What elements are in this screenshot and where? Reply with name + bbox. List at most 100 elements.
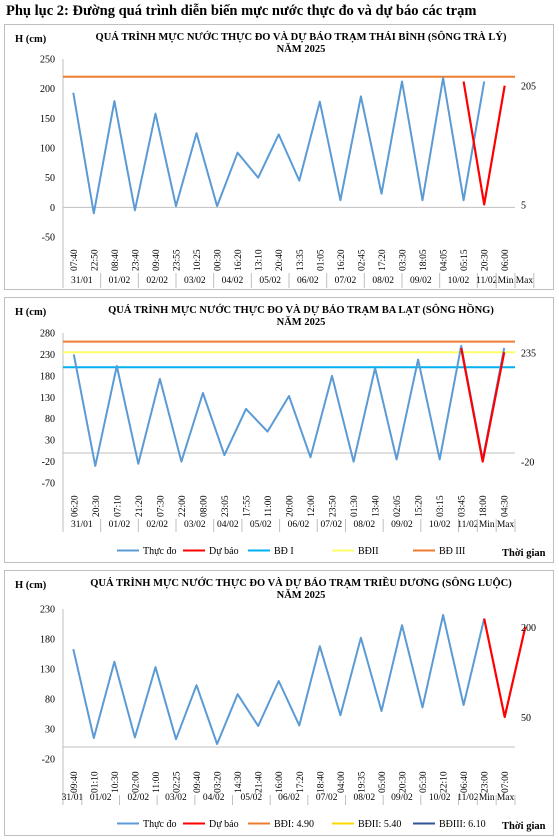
- chart-panel-trieu-duong: QUÁ TRÌNH MỰC NƯỚC THỰC ĐO VÀ DỰ BÁO TRẠ…: [4, 570, 554, 836]
- x-tick-label: 06:20: [70, 495, 80, 517]
- x-date-label: 01/02: [109, 276, 131, 286]
- x-tick-label: 23:55: [173, 249, 183, 271]
- x-tick-label: 14:30: [234, 771, 244, 793]
- legend-label: Thực đo: [143, 546, 176, 557]
- x-tick-label: 07:40: [70, 249, 80, 271]
- legend-label: BĐII: 5.40: [358, 819, 401, 830]
- x-date-label: 10/02: [429, 520, 451, 530]
- x-date-label: 02/02: [128, 793, 150, 803]
- y-tick-label: 30: [45, 725, 55, 736]
- y-tick-label: 150: [40, 114, 55, 125]
- x-tick-label: 02:25: [173, 771, 183, 793]
- chart-subtitle: NĂM 2025: [277, 589, 326, 601]
- legend-label: Thực đo: [143, 819, 176, 830]
- x-tick-label: 05:30: [419, 771, 429, 793]
- x-axis-label: Thời gian: [502, 821, 546, 832]
- y-tick-label: 250: [40, 55, 55, 66]
- y-tick-label: 0: [50, 203, 55, 214]
- x-tick-label: 16:20: [234, 249, 244, 271]
- x-date-label: 02/02: [146, 276, 168, 286]
- x-tick-label: 18:00: [479, 495, 489, 517]
- data-label: -20: [521, 458, 534, 469]
- x-date-label: 04/02: [222, 276, 244, 286]
- x-tick-label: 21:40: [255, 771, 265, 793]
- x-tick-label: 04:00: [337, 771, 347, 793]
- x-tick-label: 23:00: [481, 771, 491, 793]
- x-tick-label: 22:10: [440, 771, 450, 793]
- x-date-label: 05/02: [259, 276, 281, 286]
- y-tick-label: 80: [45, 414, 55, 425]
- observed-series-line: [72, 77, 486, 215]
- chart-title: QUÁ TRÌNH MỰC NƯỚC THỰC ĐO VÀ DỰ BÁO TRẠ…: [108, 303, 494, 316]
- x-date-label: Min: [479, 793, 495, 803]
- x-tick-label: 22:50: [90, 249, 100, 271]
- x-tick-label: 09:40: [152, 249, 162, 271]
- x-tick-label: 00:30: [214, 249, 224, 271]
- x-date-label: 11/02: [476, 276, 498, 286]
- x-tick-label: 13:40: [372, 495, 382, 517]
- x-date-label: Min: [479, 520, 495, 530]
- x-tick-label: 11:00: [152, 771, 162, 793]
- x-tick-label: 20:40: [275, 249, 285, 271]
- x-tick-label: 19:35: [357, 771, 367, 793]
- x-date-label: 06/02: [297, 276, 319, 286]
- forecast-series-line: [483, 618, 527, 719]
- x-tick-label: 03:20: [214, 771, 224, 793]
- x-tick-label: 06:00: [501, 249, 511, 271]
- x-tick-label: 18:40: [316, 771, 326, 793]
- x-tick-label: 16:20: [337, 249, 347, 271]
- x-tick-label: 09:40: [70, 771, 80, 793]
- x-tick-label: 02:00: [131, 771, 141, 793]
- forecast-series-line: [462, 81, 506, 206]
- legend-label: Dự báo: [209, 819, 239, 830]
- y-tick-label: 180: [40, 635, 55, 646]
- x-tick-label: 23:05: [221, 495, 231, 517]
- x-tick-label: 09:40: [193, 771, 203, 793]
- y-axis-label: H (cm): [15, 580, 47, 591]
- x-date-label: 31/01: [62, 793, 84, 803]
- x-date-label: 06/02: [278, 793, 300, 803]
- x-tick-label: 16:00: [275, 771, 285, 793]
- x-tick-label: 12:00: [307, 495, 317, 517]
- x-axis-label: Thời gian: [502, 548, 546, 559]
- x-tick-label: 03:15: [436, 495, 446, 517]
- legend-label: Dự báo: [209, 546, 239, 557]
- y-tick-label: 80: [45, 695, 55, 706]
- x-tick-label: 15:20: [415, 495, 425, 517]
- x-date-label: 08/02: [372, 276, 394, 286]
- x-date-label: 07/02: [316, 793, 338, 803]
- observed-series-line: [72, 344, 506, 467]
- x-date-label: 02/02: [146, 520, 168, 530]
- x-tick-label: 01:10: [90, 771, 100, 793]
- y-tick-label: 230: [40, 350, 55, 361]
- x-tick-label: 06:40: [460, 771, 470, 793]
- y-tick-label: 200: [40, 84, 55, 95]
- x-tick-label: 17:55: [242, 495, 252, 517]
- y-tick-label: 280: [40, 329, 55, 340]
- x-date-label: 10/02: [448, 276, 470, 286]
- x-tick-label: 20:30: [481, 249, 491, 271]
- chart-svg: QUÁ TRÌNH MỰC NƯỚC THỰC ĐO VÀ DỰ BÁO TRẠ…: [15, 30, 536, 288]
- x-date-label: 04/02: [217, 520, 239, 530]
- x-date-label: 03/02: [184, 276, 206, 286]
- x-date-label: 11/02: [457, 793, 479, 803]
- x-date-label: 04/02: [203, 793, 225, 803]
- x-tick-label: 05:15: [460, 249, 470, 271]
- observed-series-line: [72, 614, 486, 745]
- x-date-label: 09/02: [410, 276, 432, 286]
- y-tick-label: -20: [42, 457, 55, 468]
- x-tick-label: 08:00: [199, 495, 209, 517]
- x-tick-label: 21:20: [135, 495, 145, 517]
- page-title: Phụ lục 2: Đường quá trình diễn biến mực…: [6, 3, 477, 19]
- x-date-label: 09/02: [391, 793, 413, 803]
- x-tick-label: 02:05: [393, 495, 403, 517]
- x-date-label: 06/02: [288, 520, 310, 530]
- chart-svg: QUÁ TRÌNH MỰC NƯỚC THỰC ĐO VÀ DỰ BÁO TRẠ…: [15, 576, 546, 832]
- x-tick-label: 20:00: [286, 495, 296, 517]
- x-tick-label: 01:05: [316, 249, 326, 271]
- x-date-label: 09/02: [391, 520, 413, 530]
- x-tick-label: 02:45: [357, 249, 367, 271]
- legend-label: BĐ III: [439, 546, 465, 557]
- chart-title: QUÁ TRÌNH MỰC NƯỚC THỰC ĐO VÀ DỰ BÁO TRẠ…: [90, 576, 512, 589]
- y-tick-label: 230: [40, 605, 55, 616]
